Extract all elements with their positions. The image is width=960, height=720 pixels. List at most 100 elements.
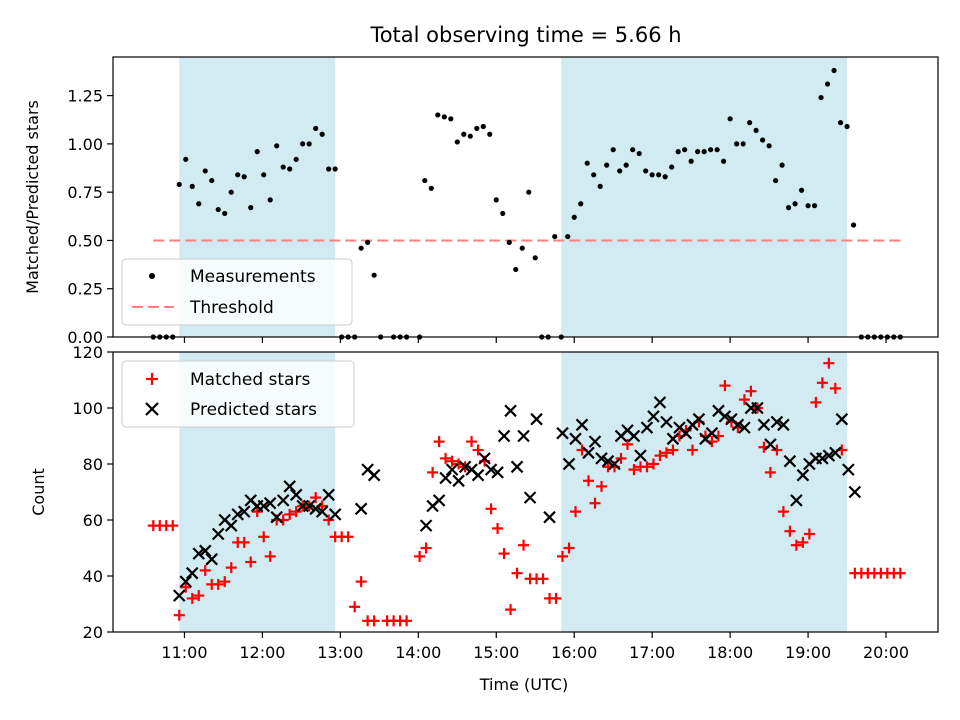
bottom-y-axis-label: Count	[29, 468, 48, 516]
measurement-point	[675, 149, 681, 155]
y-tick-label: 0.50	[67, 231, 103, 250]
matched-star-point	[427, 466, 439, 478]
x-tick-label: 16:00	[551, 643, 597, 662]
predicted-star-point	[211, 527, 225, 541]
matched-star-point	[829, 382, 841, 394]
measurement-point	[358, 245, 364, 251]
measurement-point	[695, 149, 701, 155]
predicted-star-point	[796, 468, 810, 482]
x-axis-label: Time (UTC)	[479, 675, 568, 694]
matched-star-point	[225, 562, 237, 574]
predicted-star-point	[738, 421, 751, 434]
measurement-point	[519, 245, 525, 251]
matched-star-point	[310, 492, 322, 504]
measurement-point	[287, 166, 293, 172]
legend-predicted-label: Predicted stars	[190, 400, 317, 420]
predicted-star-point	[757, 418, 771, 432]
matched-star-point	[186, 592, 198, 604]
measurement-point	[708, 147, 714, 153]
measurement-point	[721, 158, 727, 164]
measurement-point	[274, 143, 280, 149]
y-tick-label: 60	[83, 511, 103, 530]
predicted-star-point	[530, 412, 543, 426]
predicted-star-point	[523, 491, 537, 504]
matched-star-point	[686, 444, 698, 456]
measurement-point	[818, 94, 824, 101]
measurement-point	[584, 160, 590, 166]
legend-predicted-marker	[145, 402, 159, 416]
x-tick-label: 12:00	[239, 643, 285, 662]
measurement-point	[734, 141, 740, 147]
measurement-point	[532, 255, 538, 261]
matched-star-point	[719, 380, 731, 392]
matched-star-point	[420, 542, 432, 554]
measurement-point	[293, 156, 299, 162]
matched-star-point	[570, 506, 582, 518]
predicted-star-point	[497, 429, 511, 443]
matched-star-point	[323, 514, 335, 526]
y-tick-label: 1.00	[67, 135, 103, 154]
predicted-star-point	[478, 452, 491, 465]
predicted-star-point	[432, 494, 446, 507]
measurement-point	[183, 156, 189, 162]
matched-star-point	[583, 475, 595, 487]
x-tick-label: 17:00	[629, 643, 675, 662]
matched-star-point	[466, 436, 478, 448]
predicted-star-point	[848, 485, 862, 499]
matched-star-point	[894, 567, 906, 579]
measurement-point	[254, 149, 260, 155]
top-legend: Measurements Threshold	[121, 258, 353, 326]
matched-star-point	[641, 461, 653, 473]
measurement-point	[610, 147, 616, 153]
measurement-point	[332, 166, 338, 172]
matched-star-point	[589, 497, 601, 509]
predicted-star-point	[770, 415, 784, 429]
matched-star-point	[180, 581, 192, 593]
predicted-star-point	[718, 410, 732, 423]
matched-star-point	[219, 576, 231, 588]
measurement-point	[792, 201, 798, 207]
measurement-point	[805, 203, 811, 209]
measurement-point	[753, 127, 759, 133]
predicted-star-point	[588, 435, 602, 448]
matched-star-point	[550, 592, 562, 604]
predicted-star-point	[452, 474, 465, 488]
measurement-point	[636, 150, 642, 157]
predicted-star-point	[679, 426, 693, 440]
predicted-star-point	[517, 429, 530, 443]
measurement-point	[215, 206, 221, 213]
measurement-point	[656, 172, 662, 178]
predicted-star-point	[302, 499, 316, 513]
measurement-point	[493, 197, 499, 203]
predicted-star-point	[471, 468, 485, 482]
predicted-star-point	[237, 505, 251, 518]
measurement-point	[850, 222, 857, 228]
predicted-star-point	[660, 415, 673, 429]
y-tick-label: 80	[83, 455, 103, 474]
matched-star-point	[816, 377, 828, 389]
predicted-star-point	[205, 552, 219, 566]
predicted-star-point	[595, 452, 608, 465]
measurement-point	[824, 81, 831, 87]
matched-star-point	[173, 609, 185, 621]
y-tick-label: 0.75	[67, 183, 103, 202]
matched-star-point	[738, 394, 750, 406]
predicted-star-point	[419, 519, 433, 532]
measurement-point	[701, 149, 707, 155]
predicted-star-point	[653, 396, 667, 409]
predicted-star-point	[783, 454, 797, 468]
y-tick-label: 100	[72, 399, 103, 418]
matched-star-point	[414, 550, 426, 562]
matched-star-point	[446, 455, 458, 467]
predicted-star-point	[270, 510, 283, 524]
measurement-point	[189, 183, 195, 189]
matched-star-point	[628, 464, 640, 476]
top-panel: 0.00 0.25 0.50 0.75 1.00 1.25 Matched/Predict…	[23, 56, 939, 347]
legend-measurements-label: Measurements	[190, 267, 316, 287]
predicted-star-point	[328, 508, 342, 521]
measurement-point	[727, 116, 733, 122]
matched-star-point	[433, 436, 445, 448]
x-tick-label: 18:00	[707, 643, 753, 662]
y-tick-label: 120	[72, 343, 103, 362]
matched-star-point	[368, 615, 380, 627]
